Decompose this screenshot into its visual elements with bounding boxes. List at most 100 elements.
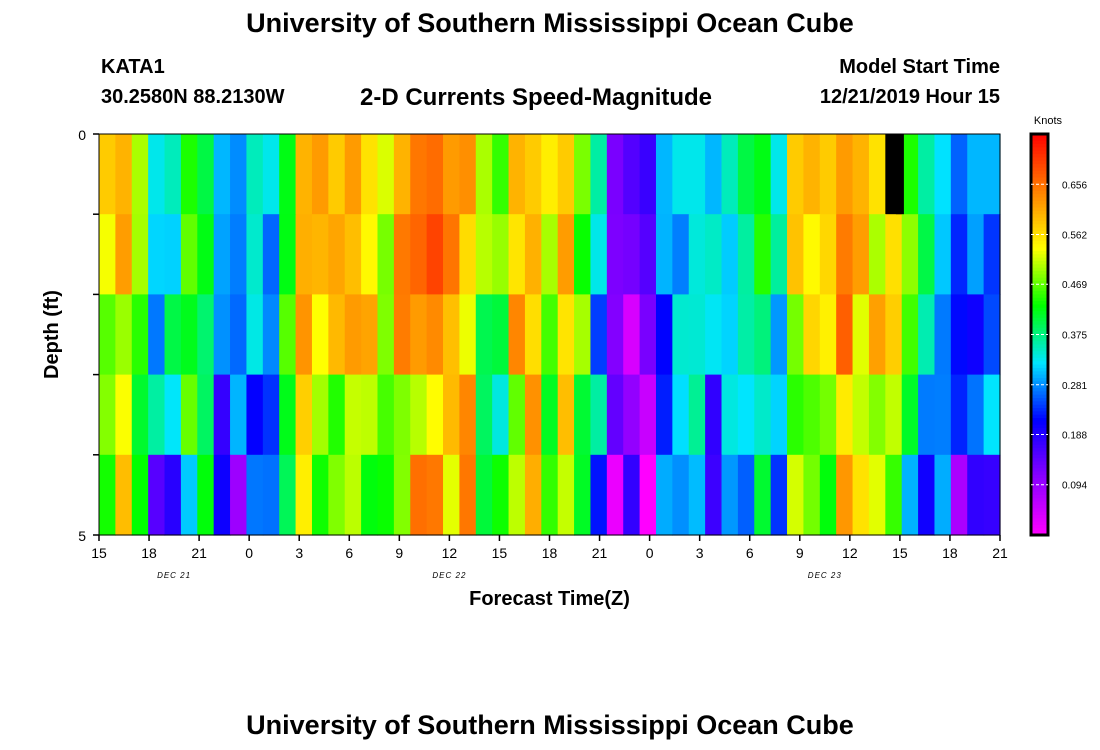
heatmap-cell xyxy=(115,454,133,536)
colorbar-swatch xyxy=(1031,524,1048,529)
colorbar-swatch xyxy=(1031,260,1048,265)
heatmap-cell xyxy=(967,294,985,376)
heatmap-cell xyxy=(361,374,379,456)
heatmap-cell xyxy=(492,374,510,456)
colorbar-swatch xyxy=(1031,404,1048,409)
colorbar-swatch xyxy=(1031,307,1048,312)
heatmap-cell xyxy=(230,294,248,376)
heatmap-cell xyxy=(655,454,673,536)
colorbar-swatch xyxy=(1031,287,1048,292)
heatmap-cell xyxy=(754,214,772,295)
heatmap-cell xyxy=(934,134,952,215)
heatmap-cell xyxy=(557,374,575,456)
heatmap-cell xyxy=(459,134,477,215)
colorbar-swatch xyxy=(1031,501,1048,506)
heatmap-cell xyxy=(361,454,379,536)
heatmap-cell xyxy=(590,374,608,456)
heatmap-cell xyxy=(688,134,706,215)
colorbar-swatch xyxy=(1031,341,1048,346)
station-id: KATA1 xyxy=(101,56,165,78)
heatmap-cell xyxy=(590,454,608,536)
heatmap-cell xyxy=(311,374,329,456)
heatmap-cell xyxy=(148,454,166,536)
heatmap-cell xyxy=(377,454,395,536)
heatmap-cell xyxy=(295,134,313,215)
heatmap-cell xyxy=(459,294,477,376)
heatmap-cell xyxy=(705,454,723,536)
heatmap-cell xyxy=(688,294,706,376)
heatmap-cell xyxy=(967,374,985,456)
colorbar-swatch xyxy=(1031,291,1048,295)
heatmap-cell xyxy=(950,134,968,215)
heatmap-cell xyxy=(787,214,805,295)
heatmap-cell xyxy=(606,134,624,215)
colorbar-swatch xyxy=(1031,190,1048,195)
colorbar-tick-label: 0.094 xyxy=(1062,481,1087,492)
heatmap-cell xyxy=(623,214,641,295)
colorbar-swatch xyxy=(1031,391,1048,396)
heatmap-cell xyxy=(901,374,919,456)
colorbar-swatch xyxy=(1031,250,1048,255)
heatmap-cell xyxy=(361,294,379,376)
colorbar-swatch xyxy=(1031,180,1048,185)
heatmap-cell xyxy=(918,134,936,215)
heatmap-cell xyxy=(508,214,526,295)
heatmap-cell xyxy=(148,294,166,376)
heatmap-cell xyxy=(508,134,526,215)
heatmap-cell xyxy=(983,454,1001,536)
heatmap-cell xyxy=(967,214,985,295)
heatmap-cell xyxy=(131,374,149,456)
colorbar-swatch xyxy=(1031,257,1048,262)
heatmap-cell xyxy=(934,454,952,536)
colorbar-swatch xyxy=(1031,174,1048,178)
colorbar-swatch xyxy=(1031,364,1048,369)
x-tick-label: 0 xyxy=(646,545,654,561)
heatmap-cell xyxy=(541,134,559,215)
colorbar-swatch xyxy=(1031,441,1048,446)
heatmap-cell xyxy=(180,134,198,215)
heatmap-cell xyxy=(443,454,460,536)
colorbar-swatch xyxy=(1031,357,1048,362)
heatmap-cell xyxy=(213,454,231,536)
heatmap-cell xyxy=(344,214,362,295)
x-tick-label: 18 xyxy=(141,545,157,561)
heatmap-cell xyxy=(574,294,592,376)
colorbar-swatch xyxy=(1031,514,1048,519)
heatmap-cell xyxy=(213,214,231,295)
heatmap-cell xyxy=(836,294,854,376)
colorbar-swatch xyxy=(1031,454,1048,459)
heatmap-cell xyxy=(443,214,460,295)
colorbar-swatch xyxy=(1031,498,1048,503)
heatmap-cell xyxy=(344,134,362,215)
y-tick-label: 5 xyxy=(78,528,86,544)
heatmap-cell xyxy=(819,454,837,536)
heatmap-cell xyxy=(426,454,444,536)
heatmap-cell xyxy=(787,374,805,456)
heatmap-cell xyxy=(672,294,690,376)
heatmap-cell xyxy=(688,374,706,456)
heatmap-cell xyxy=(148,134,166,215)
colorbar-tick-label: 0.656 xyxy=(1062,180,1087,191)
colorbar-swatch xyxy=(1031,277,1048,282)
heatmap-cell xyxy=(672,374,690,456)
heatmap-cell xyxy=(262,374,280,456)
colorbar-swatch xyxy=(1031,337,1048,342)
heatmap-cell xyxy=(524,214,542,295)
colorbar-swatch xyxy=(1031,434,1048,439)
colorbar-swatch xyxy=(1031,428,1048,432)
colorbar-swatch xyxy=(1031,321,1048,325)
colorbar-swatch xyxy=(1031,458,1048,462)
heatmap-cell xyxy=(705,294,723,376)
heatmap-cell xyxy=(623,294,641,376)
heatmap-cell xyxy=(344,294,362,376)
colorbar-swatch xyxy=(1031,200,1048,205)
heatmap-cell xyxy=(737,294,755,376)
heatmap-cell xyxy=(852,454,870,536)
heatmap-cell xyxy=(590,294,608,376)
colorbar-swatch xyxy=(1031,354,1048,359)
page-title-bottom: University of Southern Mississippi Ocean… xyxy=(246,710,854,740)
colorbar-swatch xyxy=(1031,244,1048,249)
heatmap-cell xyxy=(213,294,231,376)
colorbar-swatch xyxy=(1031,481,1048,486)
heatmap-cell xyxy=(230,134,248,215)
